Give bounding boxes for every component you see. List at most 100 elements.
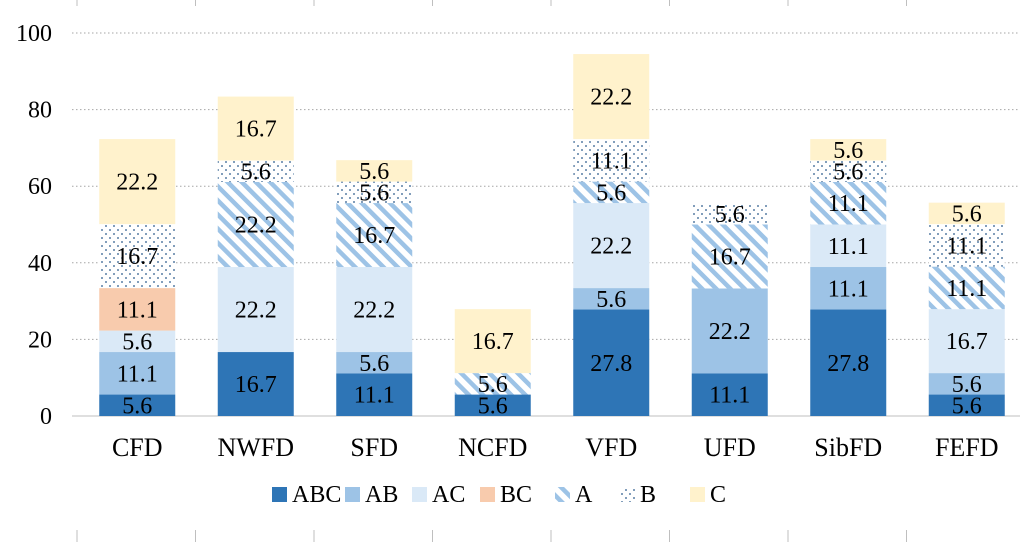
data-label: 16.7 — [946, 329, 988, 355]
data-label: 22.2 — [235, 213, 277, 239]
y-axis-ticks: 0 20 40 60 80 100 — [16, 21, 52, 430]
bar-segment-b-cfd — [99, 224, 176, 289]
legend-swatch-abc — [272, 487, 287, 502]
bar-segment-ac-sibfd — [810, 224, 887, 268]
data-labels: 5.6 11.1 5.6 11.1 16.7 22.2 16.7 22.2 22.2 5.6 16.… — [116, 85, 988, 420]
data-label: 5.6 — [478, 393, 508, 419]
bar-segment-ac-vfd — [573, 203, 650, 289]
legend-swatch-ab — [345, 487, 360, 502]
data-label: 5.6 — [359, 351, 389, 377]
bar-segment-abc-ncfd — [454, 394, 531, 416]
bar-segment-abc-nwfd — [217, 352, 294, 416]
bar-segment-a-sibfd — [810, 181, 887, 225]
bar-segment-a-vfd — [573, 181, 650, 204]
x-axis-ticks: CFD NWFD SFD NCFD VFD UFD SibFD FEFD — [112, 433, 999, 462]
legend-label-ab: AB — [365, 482, 398, 508]
y-tick-label: 40 — [28, 251, 52, 277]
data-label: 5.6 — [122, 393, 152, 419]
x-tick-label: NWFD — [217, 433, 294, 462]
data-label: 16.7 — [235, 372, 277, 398]
bar-segment-b-sibfd — [810, 160, 887, 182]
x-tick-label: UFD — [704, 433, 756, 462]
data-label: 22.2 — [709, 319, 751, 345]
data-label: 5.6 — [952, 201, 982, 227]
bar-segment-abc-cfd — [99, 394, 176, 416]
bar-segment-b-nwfd — [217, 160, 294, 182]
data-label: 16.7 — [235, 117, 277, 143]
legend-label-b: B — [640, 482, 656, 508]
bar-segment-abc-ufd — [691, 373, 768, 416]
data-label: 16.7 — [709, 244, 751, 270]
legend-label-a: A — [575, 482, 593, 508]
data-label: 22.2 — [590, 85, 632, 111]
legend-swatch-bc — [480, 487, 495, 502]
legend-label-bc: BC — [500, 482, 532, 508]
data-label: 5.6 — [715, 202, 745, 228]
legend: ABC AB AC BC A B C — [272, 482, 726, 508]
data-label: 5.6 — [241, 159, 271, 185]
x-tick-label: SibFD — [814, 433, 882, 462]
bar-segment-c-ncfd — [454, 309, 531, 374]
bar-segment-c-cfd — [99, 139, 176, 225]
bar-segment-ab-vfd — [573, 288, 650, 310]
legend-label-c: C — [710, 482, 726, 508]
legend-swatch-b — [620, 487, 635, 502]
data-label: 27.8 — [827, 351, 869, 377]
data-label: 27.8 — [590, 351, 632, 377]
data-label: 22.2 — [590, 234, 632, 260]
data-label: 22.2 — [235, 298, 277, 324]
data-label: 11.1 — [354, 383, 395, 409]
bar-segment-ac-sfd — [336, 267, 413, 353]
y-tick-label: 100 — [16, 21, 52, 47]
y-tick-label: 20 — [28, 327, 52, 353]
data-label: 5.6 — [952, 393, 982, 419]
bar-segment-b-fefd — [928, 224, 1005, 267]
data-label: 11.1 — [946, 276, 987, 302]
data-label: 5.6 — [833, 159, 863, 185]
legend-swatch-ac — [412, 487, 427, 502]
legend-swatch-c — [690, 487, 705, 502]
y-tick-label: 0 — [40, 404, 52, 430]
legend-label-ac: AC — [432, 482, 465, 508]
data-label: 11.1 — [828, 276, 869, 302]
data-label: 22.2 — [116, 170, 158, 196]
data-label: 16.7 — [353, 223, 395, 249]
bar-segment-ab-fefd — [928, 373, 1005, 395]
data-label: 11.1 — [591, 148, 632, 174]
legend-swatch-a — [555, 487, 570, 502]
bar-segment-b-ufd — [691, 203, 768, 225]
data-label: 5.6 — [359, 159, 389, 185]
bar-segment-c-vfd — [573, 54, 650, 140]
bar-segment-abc-sfd — [336, 373, 413, 416]
x-tick-label: VFD — [585, 433, 637, 462]
bar-segment-ac-cfd — [99, 330, 176, 353]
x-tick-label: FEFD — [935, 433, 999, 462]
bar-segment-ab-sfd — [336, 352, 413, 374]
data-label: 11.1 — [946, 233, 987, 259]
bar-segment-a-sfd — [336, 203, 413, 268]
data-label: 5.6 — [596, 287, 626, 313]
data-label: 5.6 — [122, 329, 152, 355]
legend-label-abc: ABC — [292, 482, 341, 508]
bar-segment-c-sibfd — [810, 139, 887, 161]
bar-segment-a-fefd — [928, 266, 1005, 310]
bar-segment-abc-vfd — [573, 309, 650, 416]
bars — [99, 54, 1005, 416]
bar-segment-abc-fefd — [928, 394, 1005, 416]
bar-segment-c-nwfd — [217, 96, 294, 161]
y-tick-label: 80 — [28, 98, 52, 124]
data-label: 11.1 — [117, 361, 158, 387]
data-label: 22.2 — [353, 298, 395, 324]
data-label: 11.1 — [709, 383, 750, 409]
data-label: 5.6 — [359, 180, 389, 206]
bar-segment-abc-sibfd — [810, 309, 887, 416]
bar-segment-a-ufd — [691, 224, 768, 289]
bar-segment-ab-ufd — [691, 288, 768, 374]
bar-segment-a-ncfd — [454, 373, 531, 395]
bar-segment-c-fefd — [928, 202, 1005, 225]
y-tick-label: 60 — [28, 174, 52, 200]
data-label: 5.6 — [952, 372, 982, 398]
data-label: 11.1 — [828, 191, 869, 217]
bar-segment-bc-cfd — [99, 288, 176, 331]
bar-segment-ac-nwfd — [217, 267, 294, 353]
